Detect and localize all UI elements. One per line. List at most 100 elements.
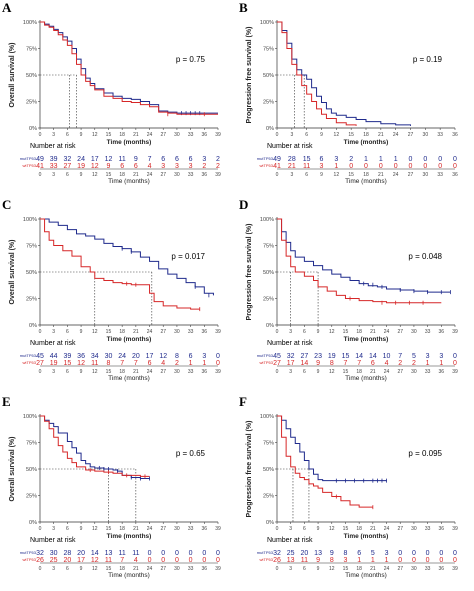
x-tick-label: 27 [397,526,403,532]
risk-x-tick-label: 24 [147,566,153,572]
risk-count: 1 [379,156,383,163]
risk-count: 0 [412,550,416,557]
risk-count: 12 [77,360,85,367]
x-tick-label: 33 [437,132,443,138]
x-tick-label: 12 [329,526,335,532]
x-tick-label: 3 [52,132,55,138]
risk-group-label: wtTP53 [259,557,273,562]
km-curve-mutTP53 [40,415,150,480]
risk-count: 3 [334,156,338,163]
x-tick-label: 6 [66,329,69,335]
risk-count: 8 [175,353,179,360]
x-tick-label: 15 [343,329,349,335]
x-tick-label: 3 [290,132,293,138]
km-curve-wtTP53 [40,218,200,310]
y-tick-label: 0% [29,520,37,526]
risk-count: 1 [385,557,389,564]
km-curve-mutTP53 [40,218,214,296]
y-tick-label: 50% [26,73,37,79]
risk-count: 0 [453,163,457,170]
risk-count: 23 [314,353,322,360]
risk-count: 6 [175,156,179,163]
risk-x-tick-label: 36 [202,369,208,375]
risk-count: 0 [349,163,353,170]
risk-count: 9 [316,360,320,367]
risk-count: 44 [50,353,58,360]
risk-x-axis-label: Time (months) [108,375,150,382]
risk-count: 0 [423,163,427,170]
y-tick-label: 75% [26,47,37,53]
risk-group-label: mutTP53 [20,353,37,358]
risk-count: 3 [385,550,389,557]
risk-count: 25 [287,550,295,557]
x-tick-label: 9 [80,526,83,532]
risk-count: 1 [357,557,361,564]
risk-count: 0 [189,550,193,557]
risk-count: 0 [216,557,220,564]
risk-count: 30 [105,353,113,360]
risk-x-tick-label: 12 [92,172,98,178]
risk-group-label: mutTP53 [257,550,274,555]
risk-count: 6 [120,163,124,170]
risk-count: 0 [394,163,398,170]
risk-count: 7 [357,360,361,367]
risk-x-tick-label: 3 [289,566,292,572]
risk-x-tick-label: 6 [66,369,69,375]
p-value: p = 0.75 [176,55,206,64]
risk-count: 2 [349,156,353,163]
risk-count: 6 [134,163,138,170]
risk-count: 45 [36,353,44,360]
risk-x-tick-label: 27 [408,172,414,178]
risk-count: 9 [316,557,320,564]
risk-count: 41 [36,163,44,170]
risk-x-tick-label: 9 [80,566,83,572]
risk-count: 15 [342,353,350,360]
risk-x-tick-label: 21 [370,369,376,375]
panel-label: B [239,0,248,15]
risk-count: 5 [371,550,375,557]
risk-x-tick-label: 21 [378,172,384,178]
risk-x-axis-label: Time (months) [345,375,387,382]
y-axis-label: Progression free survival (%) [246,27,253,124]
risk-x-tick-label: 6 [66,566,69,572]
risk-group-label: wtTP53 [259,360,273,365]
risk-count: 1 [426,360,430,367]
risk-count: 8 [330,360,334,367]
y-tick-label: 0% [29,323,37,329]
risk-count: 8 [344,550,348,557]
risk-count: 17 [146,353,154,360]
risk-x-tick-label: 36 [439,369,445,375]
risk-count: 39 [50,156,58,163]
x-tick-label: 3 [52,329,55,335]
risk-count: 0 [216,550,220,557]
y-tick-label: 25% [263,297,274,303]
risk-count: 0 [438,156,442,163]
x-tick-label: 15 [106,132,112,138]
x-axis-label: Time (months) [344,533,389,540]
x-tick-label: 33 [425,526,431,532]
risk-count: 6 [161,156,165,163]
risk-x-tick-label: 6 [305,172,308,178]
risk-x-tick-label: 18 [356,566,362,572]
x-tick-label: 30 [174,329,180,335]
km-curve-mutTP53 [277,415,387,482]
panel-label: E [2,394,11,409]
panel-label: C [2,197,11,212]
risk-x-tick-label: 39 [215,369,221,375]
x-tick-label: 27 [160,526,166,532]
risk-count: 9 [107,163,111,170]
risk-count: 6 [189,353,193,360]
p-value: p = 0.017 [171,252,205,261]
x-tick-label: 27 [160,132,166,138]
x-tick-label: 18 [356,526,362,532]
y-tick-label: 0% [266,323,274,329]
x-tick-label: 36 [202,132,208,138]
x-tick-label: 39 [215,132,221,138]
risk-count: 12 [91,163,99,170]
risk-count: 45 [273,353,281,360]
risk-count: 7 [148,156,152,163]
risk-count: 0 [426,557,430,564]
risk-count: 0 [438,163,442,170]
